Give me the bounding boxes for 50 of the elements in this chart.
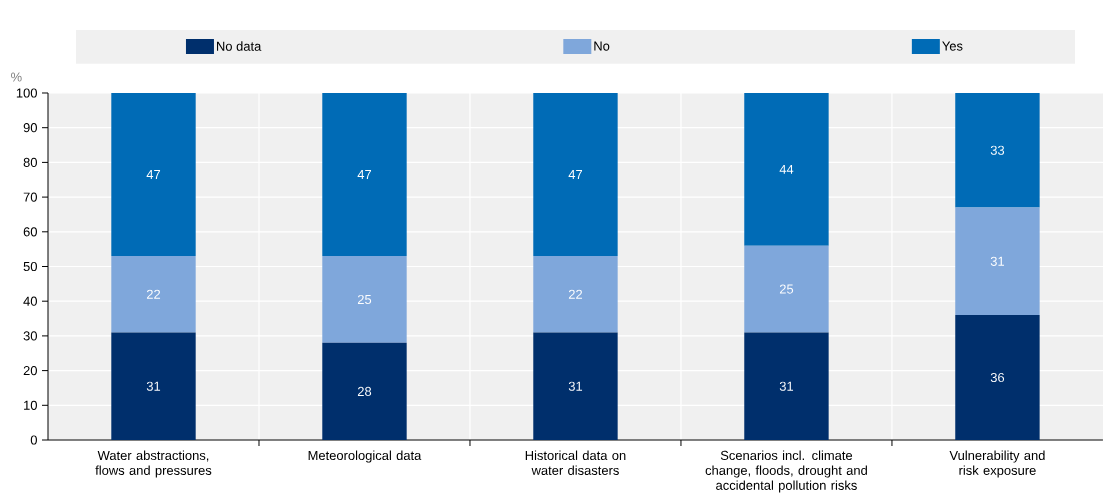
bar bbox=[744, 93, 829, 246]
bar bbox=[111, 93, 196, 257]
y-tick-label: 20 bbox=[23, 366, 37, 376]
data-label: 44 bbox=[779, 164, 794, 174]
bar bbox=[111, 256, 196, 333]
bar bbox=[533, 93, 618, 257]
legend-label: No bbox=[594, 41, 610, 51]
bar bbox=[955, 207, 1040, 316]
data-label: 33 bbox=[990, 145, 1005, 155]
x-tick-label: Historical data on water disasters bbox=[525, 450, 626, 475]
bar bbox=[322, 342, 407, 440]
y-tick-label: 60 bbox=[23, 227, 37, 237]
data-label: 31 bbox=[779, 381, 794, 391]
bar bbox=[322, 256, 407, 343]
x-tick-label: Meteorological data bbox=[308, 450, 422, 463]
x-tick-label: Water abstractions, flows and pressures bbox=[95, 450, 212, 478]
bar bbox=[744, 332, 829, 440]
data-label: 47 bbox=[357, 170, 372, 179]
x-tick-label: Scenarios incl. climate change, floods, drought and accidental pollution risks bbox=[705, 450, 867, 493]
y-tick-label: 90 bbox=[23, 123, 37, 133]
bar bbox=[322, 93, 407, 257]
data-label: 28 bbox=[357, 386, 372, 396]
y-tick-label: 70 bbox=[23, 192, 37, 202]
bar bbox=[744, 245, 829, 333]
bar bbox=[533, 332, 618, 440]
x-tick-label: Vulnerability and risk exposure bbox=[949, 450, 1045, 478]
data-label: 36 bbox=[990, 372, 1005, 383]
data-label: 22 bbox=[568, 289, 583, 299]
bar bbox=[955, 93, 1040, 208]
y-tick-label: 100 bbox=[16, 88, 37, 98]
y-tick-label: 10 bbox=[24, 400, 37, 410]
bar bbox=[955, 315, 1040, 440]
data-label: 47 bbox=[568, 170, 583, 179]
data-label: 31 bbox=[146, 381, 161, 391]
y-tick-label: 30 bbox=[23, 331, 37, 341]
data-label: 31 bbox=[990, 256, 1005, 266]
data-label: 47 bbox=[146, 170, 161, 179]
y-tick-label: 50 bbox=[23, 261, 37, 272]
y-tick-label: 0 bbox=[30, 435, 37, 445]
legend-label: Yes bbox=[942, 41, 963, 51]
data-label: 22 bbox=[146, 289, 161, 299]
bar bbox=[111, 332, 196, 440]
data-label: 25 bbox=[357, 294, 372, 305]
y-axis-title: % bbox=[11, 72, 22, 82]
y-tick-label: 80 bbox=[23, 157, 37, 167]
bar bbox=[533, 256, 618, 333]
data-label: 31 bbox=[568, 381, 583, 391]
y-tick-label: 40 bbox=[23, 296, 37, 306]
data-label: 25 bbox=[779, 284, 794, 294]
legend-label: No data bbox=[217, 41, 262, 51]
